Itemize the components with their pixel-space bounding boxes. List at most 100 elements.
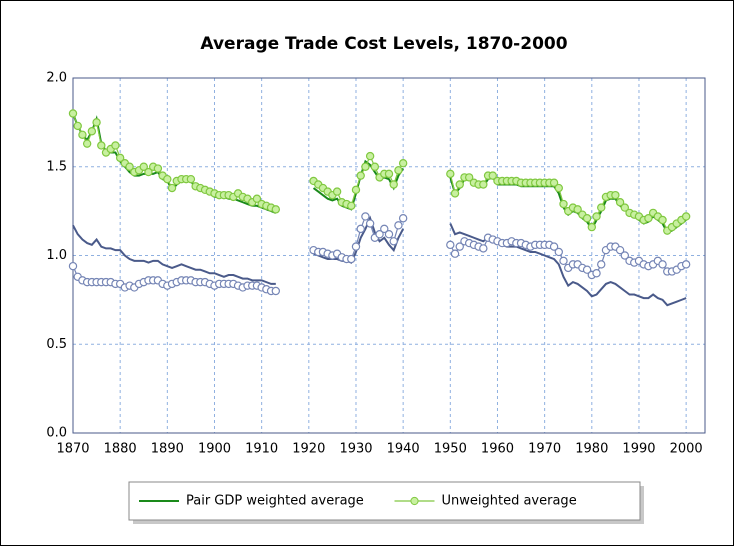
point bbox=[455, 180, 464, 189]
point bbox=[68, 109, 78, 118]
point bbox=[559, 199, 568, 209]
point bbox=[347, 254, 356, 264]
point bbox=[356, 224, 365, 234]
point bbox=[554, 183, 563, 193]
legend-label: Unweighted average bbox=[442, 494, 577, 509]
point bbox=[446, 169, 455, 179]
point bbox=[82, 139, 92, 148]
y-tick-label: 2.0 bbox=[46, 71, 67, 86]
point bbox=[446, 240, 455, 250]
legend-marker bbox=[410, 496, 419, 506]
x-tick-label: 1960 bbox=[481, 442, 514, 457]
point bbox=[450, 249, 460, 258]
point bbox=[592, 269, 601, 278]
legend-label: Pair GDP weighted average bbox=[186, 494, 364, 509]
point bbox=[582, 214, 592, 223]
point bbox=[658, 215, 667, 225]
point bbox=[398, 214, 408, 223]
chart-title: Average Trade Cost Levels, 1870-2000 bbox=[200, 34, 567, 54]
point bbox=[479, 180, 488, 189]
point bbox=[450, 189, 460, 198]
point bbox=[554, 247, 563, 257]
point bbox=[139, 162, 148, 171]
point bbox=[587, 222, 597, 232]
x-tick-label: 1870 bbox=[56, 442, 89, 457]
y-tick-label: 0.5 bbox=[46, 337, 67, 352]
point bbox=[361, 162, 370, 171]
point bbox=[332, 187, 342, 196]
point bbox=[365, 151, 375, 161]
plot-border bbox=[72, 77, 706, 434]
x-tick-label: 1930 bbox=[339, 442, 372, 457]
x-tick-label: 1880 bbox=[104, 442, 137, 457]
point bbox=[549, 178, 559, 187]
point bbox=[573, 205, 582, 214]
y-tick-label: 1.0 bbox=[46, 248, 67, 263]
x-tick-label: 1990 bbox=[622, 442, 655, 457]
point bbox=[398, 158, 408, 168]
point bbox=[271, 286, 281, 296]
point bbox=[370, 162, 380, 171]
point bbox=[582, 265, 592, 274]
x-tick-label: 1940 bbox=[387, 442, 420, 457]
point bbox=[68, 261, 78, 271]
point bbox=[375, 229, 384, 239]
point bbox=[115, 153, 125, 163]
legend-box bbox=[128, 481, 641, 521]
point bbox=[681, 260, 691, 269]
point bbox=[615, 198, 625, 207]
point bbox=[73, 121, 82, 131]
point bbox=[658, 260, 667, 269]
point bbox=[92, 118, 101, 127]
point bbox=[479, 244, 488, 253]
point bbox=[78, 130, 87, 139]
point bbox=[384, 169, 394, 179]
point bbox=[125, 162, 134, 171]
point bbox=[615, 245, 625, 255]
point bbox=[384, 229, 394, 239]
point bbox=[97, 141, 106, 150]
point bbox=[597, 260, 606, 269]
point bbox=[351, 242, 361, 251]
point bbox=[365, 219, 375, 228]
point bbox=[644, 214, 653, 223]
point bbox=[153, 164, 163, 173]
point bbox=[380, 224, 389, 234]
point bbox=[163, 174, 172, 184]
point bbox=[597, 203, 606, 212]
x-tick-label: 1920 bbox=[292, 442, 325, 457]
x-tick-label: 1950 bbox=[434, 442, 467, 457]
point bbox=[87, 127, 97, 136]
point bbox=[620, 203, 630, 212]
point bbox=[111, 141, 120, 150]
point bbox=[389, 180, 398, 189]
x-tick-label: 1900 bbox=[198, 442, 231, 457]
x-tick-label: 1980 bbox=[575, 442, 608, 457]
point bbox=[389, 237, 398, 246]
point bbox=[351, 185, 361, 195]
point bbox=[186, 174, 196, 184]
point bbox=[394, 221, 403, 230]
point bbox=[356, 171, 365, 180]
point bbox=[252, 194, 262, 203]
point bbox=[167, 183, 177, 193]
x-tick-label: 1910 bbox=[245, 442, 278, 457]
y-tick-label: 1.5 bbox=[46, 159, 67, 174]
point bbox=[361, 212, 370, 221]
point bbox=[464, 173, 474, 182]
x-tick-label: 1890 bbox=[151, 442, 184, 457]
point bbox=[144, 167, 153, 177]
x-tick-label: 1970 bbox=[528, 442, 561, 457]
y-tick-label: 0.0 bbox=[46, 426, 67, 441]
legend: Pair GDP weighted average Unweighted aver… bbox=[128, 481, 644, 524]
point bbox=[611, 190, 620, 200]
point bbox=[592, 212, 601, 221]
point bbox=[620, 251, 630, 260]
point bbox=[347, 201, 356, 210]
point bbox=[455, 242, 464, 251]
x-tick-label: 2000 bbox=[670, 442, 703, 457]
point bbox=[549, 242, 559, 251]
point bbox=[394, 166, 403, 175]
